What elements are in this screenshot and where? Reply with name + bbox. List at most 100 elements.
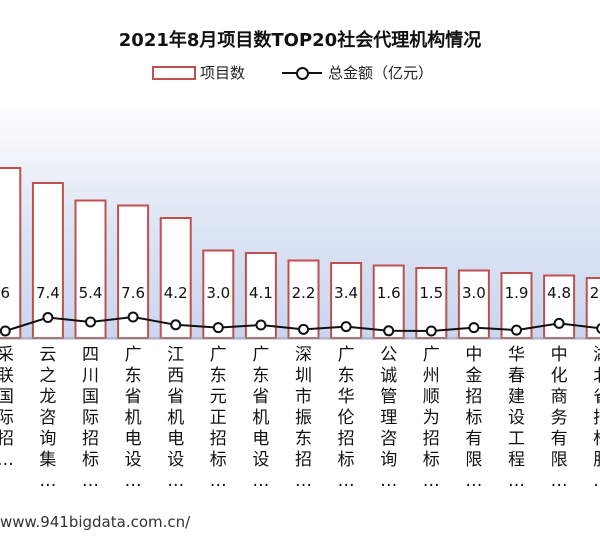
category-label: 招	[0, 429, 14, 449]
amount-label: 2.6	[590, 284, 600, 302]
category-label: 联	[0, 366, 14, 386]
category-label: 正	[210, 408, 227, 428]
category-label: 四	[82, 345, 99, 365]
amount-point	[468, 322, 480, 334]
category-label: 建	[508, 387, 525, 407]
amount-point	[596, 323, 600, 334]
category-label: 广	[338, 345, 355, 365]
category-label: 振	[295, 408, 312, 428]
category-label: 龙	[39, 387, 56, 407]
category-label: 招	[593, 408, 600, 428]
amount-label: 5.4	[79, 284, 103, 302]
category-label: …	[82, 471, 99, 491]
category-label: …	[125, 471, 142, 491]
amount-point	[42, 312, 54, 323]
amount-label: 4.2	[164, 284, 188, 302]
category-label: 机	[125, 408, 142, 428]
amount-point	[255, 319, 267, 331]
category-label: …	[593, 471, 600, 491]
category-label: 工	[508, 429, 525, 449]
amount-point	[340, 321, 352, 333]
category-label: …	[295, 471, 312, 491]
category-label: 为	[423, 408, 440, 428]
legend-line-label: 总金额（亿元）	[328, 64, 434, 82]
category-label: 采	[0, 345, 14, 365]
category-label: 省	[125, 387, 142, 407]
category-label: 川	[82, 366, 99, 386]
category-label: 咨	[380, 429, 397, 449]
category-label: 电	[125, 429, 142, 449]
category-label: 标	[593, 429, 600, 449]
legend-item-bar: 项目数	[152, 62, 245, 83]
category-label: 西	[167, 366, 184, 386]
category-label: 际	[82, 408, 99, 428]
amount-label: 3.0	[462, 284, 486, 302]
category-label: 商	[551, 387, 568, 407]
category-label: 华	[338, 387, 355, 407]
amount-label: 7.6	[121, 284, 145, 302]
category-label: …	[380, 471, 397, 491]
category-label: 诚	[380, 366, 397, 386]
category-label: 标	[338, 450, 355, 470]
category-label: 招	[82, 429, 99, 449]
category-label: 公	[380, 345, 397, 365]
bar-project-count	[585, 277, 600, 339]
category-label: …	[210, 471, 227, 491]
category-label: 广	[423, 345, 440, 365]
category-label: 招	[465, 387, 482, 407]
amount-label: 7.4	[36, 284, 60, 302]
category-label: 广	[125, 345, 142, 365]
amount-label: 4.1	[249, 284, 273, 302]
legend: 项目数 总金额（亿元）	[0, 62, 600, 88]
category-label: 圳	[295, 366, 312, 386]
amount-point	[298, 323, 309, 335]
legend-line-marker	[282, 66, 322, 80]
category-label: …	[551, 471, 568, 491]
category-label: 招	[423, 429, 440, 449]
category-label: 省	[167, 387, 184, 407]
category-label: 理	[380, 408, 397, 428]
category-label: 市	[295, 387, 312, 407]
category-label: 国	[82, 387, 99, 407]
category-label: 标	[210, 450, 227, 470]
category-label: 东	[295, 429, 312, 449]
category-label: 湖	[593, 345, 600, 365]
category-label: 招	[210, 429, 227, 449]
amount-point	[127, 311, 139, 323]
category-label: 际	[0, 408, 14, 428]
category-label: 标	[465, 408, 482, 428]
amount-point	[170, 319, 182, 331]
amount-label: 3.4	[334, 284, 358, 302]
category-label: …	[0, 450, 14, 470]
source-url: www.941bigdata.com.cn/	[0, 513, 191, 531]
category-label: 管	[380, 387, 397, 407]
category-label: 顺	[423, 387, 440, 407]
category-label: 中	[551, 345, 568, 365]
category-label: 电	[252, 429, 269, 449]
category-label: 设	[508, 408, 525, 428]
category-label: 元	[210, 387, 227, 407]
amount-point	[553, 317, 565, 329]
amount-point	[425, 325, 437, 337]
category-label: 有	[551, 429, 568, 449]
category-label: 有	[465, 429, 482, 449]
category-label: 东	[338, 366, 355, 386]
category-label: 深	[295, 345, 312, 365]
category-label: 咨	[39, 408, 56, 428]
amount-point	[212, 322, 224, 334]
amount-point	[383, 325, 395, 337]
category-label: 江	[167, 345, 184, 365]
legend-bar-label: 项目数	[200, 64, 246, 82]
category-label: 设	[252, 450, 269, 470]
category-label: 询	[380, 450, 397, 470]
bar-project-count	[0, 167, 22, 339]
category-label: 招	[338, 429, 355, 449]
category-label: 限	[465, 450, 482, 470]
category-label: 标	[82, 450, 99, 470]
legend-item-line: 总金额（亿元）	[282, 62, 433, 83]
category-label: 省	[252, 387, 269, 407]
category-label: 国	[0, 387, 14, 407]
category-label: 招	[295, 450, 312, 470]
amount-label: 4.8	[547, 284, 571, 302]
